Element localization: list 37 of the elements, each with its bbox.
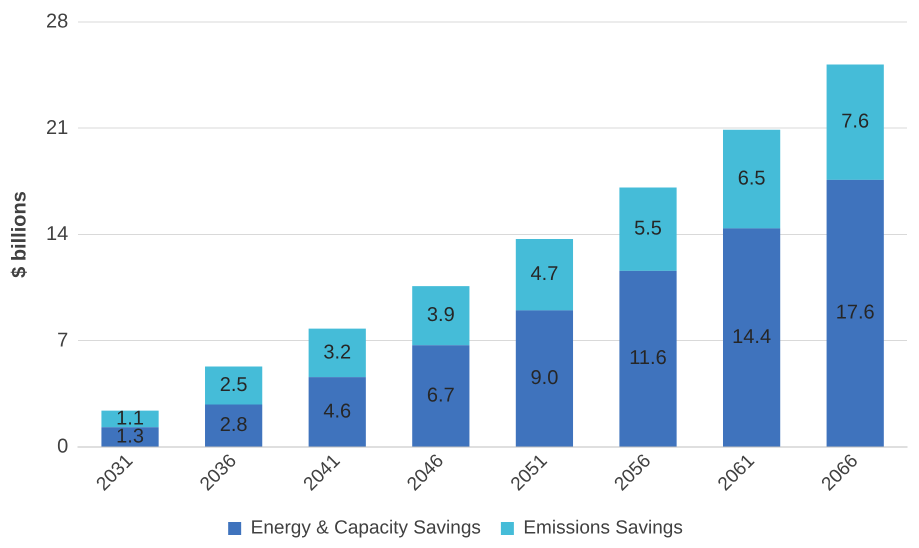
bar	[826, 180, 884, 446]
y-tick-label: 7	[57, 329, 68, 352]
bar	[722, 130, 780, 228]
bar	[722, 228, 780, 446]
data-label: 4.7	[530, 263, 558, 286]
y-axis-title: $ billions	[8, 191, 31, 278]
data-label: 9.0	[530, 366, 558, 389]
bar	[516, 239, 574, 310]
data-label: 6.7	[426, 384, 455, 406]
data-label: 2.5	[220, 374, 248, 396]
data-label: 2.8	[220, 414, 248, 436]
data-label: 3.2	[323, 341, 352, 364]
data-label: 6.5	[738, 168, 766, 190]
y-tick-label: 28	[46, 10, 68, 33]
bar	[412, 345, 470, 446]
bar	[619, 187, 677, 271]
data-label: 4.6	[323, 400, 352, 422]
bar	[619, 270, 677, 446]
y-tick-label: 21	[46, 116, 68, 139]
data-label: 11.6	[629, 347, 667, 370]
data-label: 17.6	[836, 302, 875, 324]
data-label: 5.5	[634, 218, 662, 240]
bar	[412, 286, 470, 346]
legend-label: Energy & Capacity Savings	[250, 518, 481, 539]
data-label: 7.6	[841, 110, 870, 133]
bar	[308, 328, 366, 378]
bar	[516, 310, 574, 446]
y-tick-label: 14	[46, 223, 68, 246]
data-label: 14.4	[732, 326, 772, 348]
bar	[101, 410, 159, 428]
bar	[205, 404, 262, 446]
legend-label: Emissions Savings	[523, 518, 683, 539]
bar	[826, 64, 884, 180]
y-tick-label: 0	[57, 436, 68, 458]
data-label: 3.9	[426, 304, 455, 326]
bar	[205, 366, 262, 404]
bar	[308, 377, 366, 446]
